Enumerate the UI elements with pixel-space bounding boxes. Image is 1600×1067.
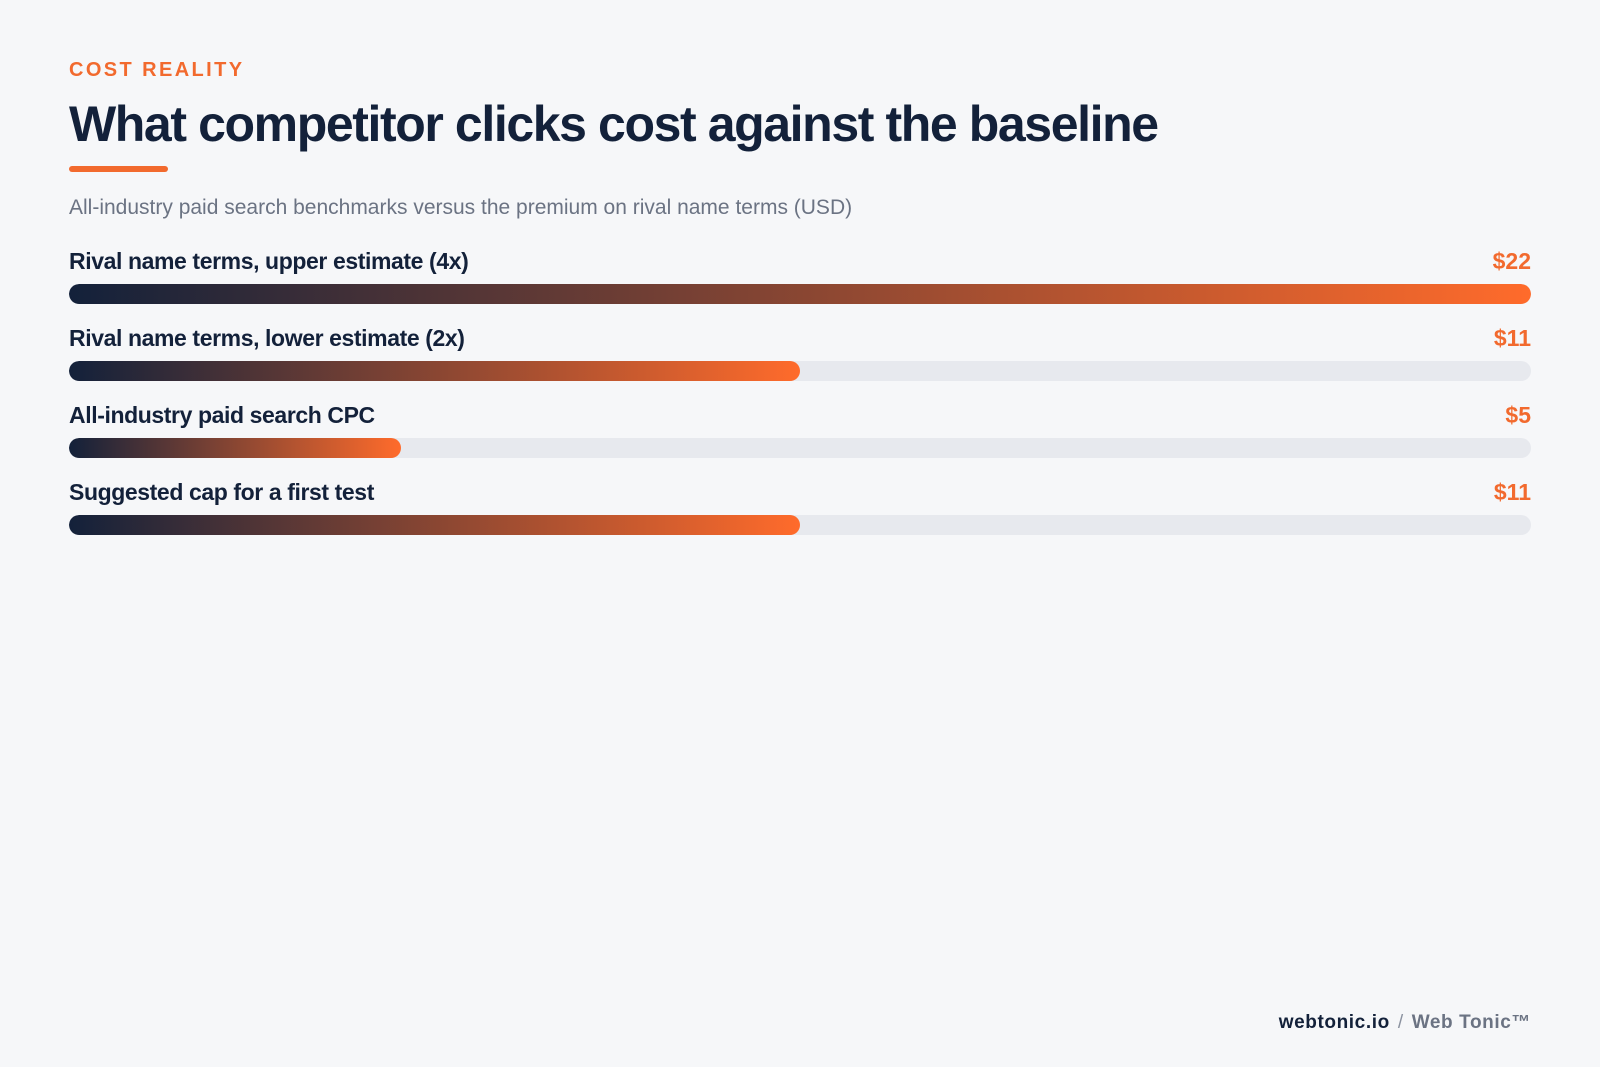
bar-row-header: All-industry paid search CPC $5 bbox=[69, 400, 1531, 434]
bar-row: Suggested cap for a first test $11 bbox=[69, 477, 1531, 554]
footer-domain: webtonic.io bbox=[1278, 1012, 1390, 1033]
bar-category-label: Suggested cap for a first test bbox=[69, 479, 374, 505]
bar-value-label: $11 bbox=[1493, 325, 1531, 351]
bar-row-header: Rival name terms, upper estimate (4x) $22 bbox=[69, 246, 1531, 280]
footer: webtonic.io / Web Tonic™ bbox=[1279, 1012, 1531, 1034]
bar-category-label: All-industry paid search CPC bbox=[69, 402, 375, 428]
bar-track bbox=[69, 515, 1531, 535]
bar-category-label: Rival name terms, upper estimate (4x) bbox=[69, 248, 469, 274]
bar-track bbox=[69, 361, 1531, 381]
bar-fill bbox=[69, 361, 800, 381]
bar-value-label: $22 bbox=[1492, 248, 1531, 274]
bar-fill bbox=[69, 284, 1531, 304]
bar-value-label: $11 bbox=[1493, 479, 1531, 505]
footer-separator: / bbox=[1397, 1012, 1404, 1033]
bar-row: Rival name terms, upper estimate (4x) $22 bbox=[69, 246, 1531, 323]
bar-row-header: Rival name terms, lower estimate (2x) $11 bbox=[69, 323, 1531, 357]
bar-row: Rival name terms, lower estimate (2x) $11 bbox=[69, 323, 1531, 400]
bar-fill bbox=[69, 515, 800, 535]
bar-row-header: Suggested cap for a first test $11 bbox=[69, 477, 1531, 511]
chart-subtitle: All-industry paid search benchmarks vers… bbox=[69, 196, 853, 219]
page-title: What competitor clicks cost against the … bbox=[69, 96, 1159, 152]
eyebrow-label: COST REALITY bbox=[69, 59, 245, 81]
footer-brand: Web Tonic™ bbox=[1411, 1012, 1531, 1033]
bar-track bbox=[69, 438, 1531, 458]
bar-category-label: Rival name terms, lower estimate (2x) bbox=[69, 325, 465, 351]
bar-value-label: $5 bbox=[1505, 402, 1531, 428]
title-accent-rule bbox=[69, 166, 168, 172]
bar-chart: Rival name terms, upper estimate (4x) $22… bbox=[69, 246, 1531, 554]
bar-row: All-industry paid search CPC $5 bbox=[69, 400, 1531, 477]
bar-fill bbox=[69, 438, 401, 458]
bar-track bbox=[69, 284, 1531, 304]
